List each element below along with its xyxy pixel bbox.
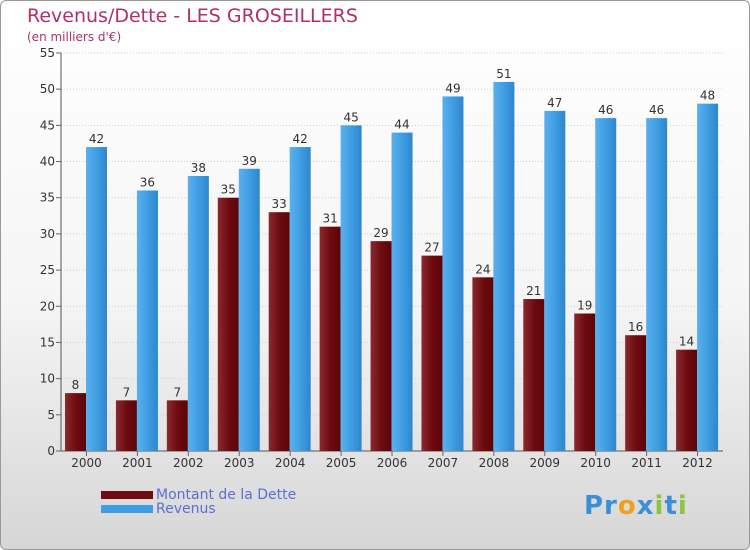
data-label-revenus: 47: [547, 96, 562, 110]
y-tick-label: 30: [40, 227, 55, 241]
x-tick-label: 2004: [275, 456, 306, 470]
bar-revenus: [442, 96, 464, 451]
data-label-revenus: 44: [394, 118, 409, 132]
legend-swatch-revenus: [101, 505, 153, 513]
x-tick-label: 2010: [580, 456, 611, 470]
chart-subtitle: (en milliers d'€): [27, 30, 122, 44]
data-label-dette: 7: [123, 385, 131, 399]
bar-revenus: [697, 103, 719, 452]
bar-dette: [523, 299, 545, 451]
data-label-dette: 21: [526, 284, 541, 298]
data-label-dette: 31: [322, 212, 337, 226]
bar-revenus: [646, 118, 668, 452]
bar-dette: [268, 212, 290, 451]
chart-title: Revenus/Dette - LES GROSEILLERS: [27, 5, 358, 27]
data-label-revenus: 45: [343, 110, 358, 124]
bar-dette: [319, 226, 341, 451]
data-label-dette: 19: [577, 299, 592, 313]
y-tick-label: 25: [40, 263, 55, 277]
data-label-revenus: 48: [700, 89, 715, 103]
data-label-revenus: 39: [242, 154, 257, 168]
bar-revenus: [493, 81, 515, 451]
x-tick-label: 2005: [326, 456, 357, 470]
legend-swatch-dette: [101, 491, 153, 499]
bar-revenus: [544, 110, 566, 452]
bar-dette: [217, 197, 239, 451]
bar-revenus: [391, 132, 413, 451]
data-label-dette: 35: [221, 183, 236, 197]
x-tick-label: 2006: [377, 456, 408, 470]
legend-item-dette: Montant de la Dette: [101, 488, 296, 502]
y-tick-label: 55: [40, 46, 55, 60]
bar-revenus: [340, 125, 362, 451]
bar-revenus: [238, 168, 260, 452]
bar-revenus: [136, 190, 158, 451]
bar-revenus: [289, 147, 311, 451]
legend-item-revenus: Revenus: [101, 502, 216, 516]
bar-dette: [115, 400, 137, 451]
x-tick-label: 2002: [173, 456, 204, 470]
data-label-revenus: 42: [293, 132, 308, 146]
data-label-dette: 16: [628, 320, 643, 334]
x-tick-label: 2000: [71, 456, 102, 470]
proxiti-logo: Proxiti: [584, 491, 688, 521]
data-label-revenus: 42: [89, 132, 104, 146]
y-tick-label: 20: [40, 299, 55, 313]
data-label-revenus: 36: [140, 175, 155, 189]
bar-dette: [676, 349, 698, 451]
legend-label-revenus: Revenus: [156, 501, 216, 517]
bar-revenus: [187, 176, 209, 451]
data-label-dette: 24: [475, 262, 490, 276]
y-tick-label: 15: [40, 335, 55, 349]
bar-revenus: [595, 118, 617, 452]
data-label-revenus: 51: [496, 67, 511, 81]
x-tick-label: 2001: [122, 456, 153, 470]
data-label-dette: 8: [72, 378, 80, 392]
data-label-dette: 7: [174, 385, 182, 399]
y-tick-label: 0: [47, 444, 55, 458]
bar-dette: [65, 393, 86, 451]
data-label-revenus: 49: [445, 81, 460, 95]
data-label-revenus: 46: [649, 103, 664, 117]
x-tick-label: 2008: [479, 456, 510, 470]
data-label-revenus: 38: [191, 161, 206, 175]
x-tick-label: 2003: [224, 456, 255, 470]
data-label-dette: 27: [424, 241, 439, 255]
data-label-dette: 14: [679, 335, 694, 349]
data-label-revenus: 46: [598, 103, 613, 117]
data-label-dette: 33: [272, 197, 287, 211]
y-tick-label: 40: [40, 155, 55, 169]
bar-dette: [574, 313, 596, 451]
bar-dette: [472, 277, 494, 451]
bar-dette: [370, 241, 392, 451]
bar-dette: [421, 255, 443, 451]
x-tick-label: 2007: [428, 456, 459, 470]
y-tick-label: 50: [40, 82, 55, 96]
y-tick-label: 35: [40, 191, 55, 205]
bar-dette: [625, 335, 647, 451]
x-tick-label: 2012: [682, 456, 713, 470]
data-label-dette: 29: [373, 226, 388, 240]
bar-revenus: [86, 147, 107, 451]
y-tick-label: 45: [40, 118, 55, 132]
y-tick-label: 10: [40, 372, 55, 386]
x-tick-label: 2009: [529, 456, 560, 470]
legend-label-dette: Montant de la Dette: [156, 487, 297, 503]
y-tick-label: 5: [47, 408, 55, 422]
bar-dette: [166, 400, 188, 451]
x-tick-label: 2011: [631, 456, 662, 470]
